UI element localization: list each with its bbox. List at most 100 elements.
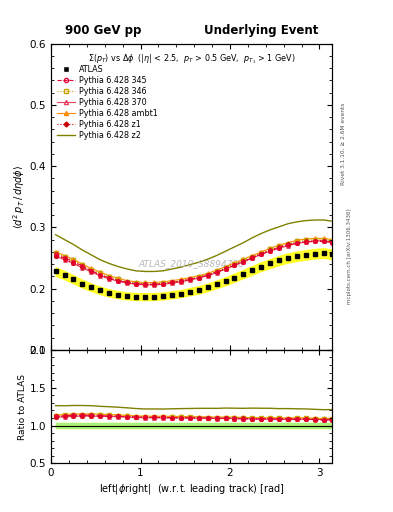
ATLAS	[268, 261, 273, 267]
Line: Pythia 6.428 345: Pythia 6.428 345	[54, 240, 334, 286]
Pythia 6.428 345	[241, 259, 246, 265]
Pythia 6.428 345	[196, 274, 201, 281]
Line: Pythia 6.428 346: Pythia 6.428 346	[54, 238, 334, 286]
Pythia 6.428 370	[53, 253, 58, 259]
Pythia 6.428 z2	[98, 257, 103, 263]
Pythia 6.428 345	[250, 255, 255, 261]
Pythia 6.428 370	[107, 276, 112, 282]
Pythia 6.428 z2	[286, 221, 290, 227]
Pythia 6.428 370	[89, 269, 94, 275]
ATLAS	[223, 278, 228, 284]
Pythia 6.428 z2	[223, 248, 228, 254]
Pythia 6.428 z2	[169, 266, 174, 272]
Pythia 6.428 ambt1	[321, 236, 326, 242]
Pythia 6.428 ambt1	[295, 237, 299, 243]
Pythia 6.428 346	[330, 238, 334, 244]
Pythia 6.428 370	[241, 259, 246, 265]
Pythia 6.428 346	[89, 267, 94, 273]
Pythia 6.428 z1	[232, 262, 237, 268]
Pythia 6.428 z2	[268, 227, 273, 233]
Pythia 6.428 z1	[62, 255, 67, 262]
Pythia 6.428 345	[71, 259, 76, 265]
Pythia 6.428 z2	[232, 244, 237, 250]
Pythia 6.428 z1	[286, 242, 290, 248]
Pythia 6.428 z2	[62, 237, 67, 243]
Pythia 6.428 z2	[71, 242, 76, 248]
ATLAS	[98, 287, 103, 293]
Pythia 6.428 346	[286, 241, 290, 247]
ATLAS	[116, 292, 121, 298]
ATLAS	[330, 251, 334, 258]
ATLAS	[134, 293, 138, 300]
Pythia 6.428 346	[178, 278, 183, 284]
Pythia 6.428 346	[241, 258, 246, 264]
Pythia 6.428 ambt1	[259, 249, 264, 255]
Pythia 6.428 z1	[71, 260, 76, 266]
Pythia 6.428 370	[169, 280, 174, 286]
Pythia 6.428 z2	[214, 252, 219, 259]
Pythia 6.428 z1	[321, 238, 326, 244]
Pythia 6.428 370	[214, 270, 219, 276]
Pythia 6.428 ambt1	[143, 280, 147, 286]
Pythia 6.428 z1	[295, 240, 299, 246]
Pythia 6.428 z2	[196, 259, 201, 265]
Pythia 6.428 z2	[80, 247, 85, 253]
Text: $\Sigma(p_T)$ vs $\Delta\phi$  ($|\eta|$ < 2.5,  $p_T$ > 0.5 GeV,  $p_{T_1}$ > 1: $\Sigma(p_T)$ vs $\Delta\phi$ ($|\eta|$ …	[88, 53, 295, 66]
Pythia 6.428 345	[232, 262, 237, 268]
Pythia 6.428 345	[98, 271, 103, 278]
Pythia 6.428 z1	[277, 244, 281, 250]
ATLAS	[160, 293, 165, 299]
Pythia 6.428 z2	[125, 266, 129, 272]
ATLAS	[71, 276, 76, 283]
Pythia 6.428 ambt1	[277, 242, 281, 248]
Pythia 6.428 z1	[250, 254, 255, 261]
ATLAS	[250, 267, 255, 273]
Pythia 6.428 370	[134, 281, 138, 287]
Pythia 6.428 346	[187, 276, 192, 282]
Pythia 6.428 z2	[107, 261, 112, 267]
Legend: ATLAS, Pythia 6.428 345, Pythia 6.428 346, Pythia 6.428 370, Pythia 6.428 ambt1,: ATLAS, Pythia 6.428 345, Pythia 6.428 34…	[54, 62, 161, 143]
ATLAS	[178, 290, 183, 296]
Pythia 6.428 370	[178, 279, 183, 285]
Pythia 6.428 346	[116, 276, 121, 283]
Pythia 6.428 ambt1	[178, 276, 183, 283]
Pythia 6.428 z2	[321, 217, 326, 223]
Pythia 6.428 370	[187, 277, 192, 283]
Pythia 6.428 z2	[178, 264, 183, 270]
Pythia 6.428 z1	[196, 274, 201, 281]
Pythia 6.428 z1	[223, 265, 228, 271]
Pythia 6.428 346	[214, 268, 219, 274]
Pythia 6.428 ambt1	[330, 237, 334, 243]
Pythia 6.428 345	[330, 240, 334, 246]
ATLAS	[286, 255, 290, 261]
Pythia 6.428 z2	[205, 256, 210, 262]
Pythia 6.428 345	[295, 240, 299, 246]
ATLAS	[304, 252, 309, 258]
Text: 900 GeV pp: 900 GeV pp	[65, 24, 141, 37]
Pythia 6.428 370	[259, 251, 264, 258]
Pythia 6.428 z1	[80, 264, 85, 270]
Pythia 6.428 ambt1	[304, 236, 309, 242]
Pythia 6.428 ambt1	[196, 273, 201, 279]
Pythia 6.428 z2	[160, 268, 165, 274]
ATLAS	[107, 290, 112, 296]
Pythia 6.428 z1	[169, 280, 174, 286]
Pythia 6.428 346	[268, 246, 273, 252]
Pythia 6.428 z2	[250, 234, 255, 241]
Pythia 6.428 370	[277, 245, 281, 251]
Pythia 6.428 345	[134, 281, 138, 287]
Line: Pythia 6.428 ambt1: Pythia 6.428 ambt1	[54, 237, 334, 284]
ATLAS	[196, 287, 201, 293]
Pythia 6.428 346	[205, 271, 210, 278]
Pythia 6.428 345	[53, 251, 58, 258]
X-axis label: left$|\phi$right$|$  (w.r.t. leading track) [rad]: left$|\phi$right$|$ (w.r.t. leading trac…	[99, 482, 285, 497]
ATLAS	[89, 284, 94, 290]
Pythia 6.428 370	[295, 240, 299, 246]
Pythia 6.428 z1	[134, 281, 138, 287]
Pythia 6.428 z2	[143, 268, 147, 274]
Pythia 6.428 345	[205, 272, 210, 278]
Pythia 6.428 ambt1	[152, 280, 156, 286]
Pythia 6.428 346	[304, 237, 309, 243]
Pythia 6.428 345	[312, 239, 317, 245]
Pythia 6.428 370	[98, 273, 103, 279]
